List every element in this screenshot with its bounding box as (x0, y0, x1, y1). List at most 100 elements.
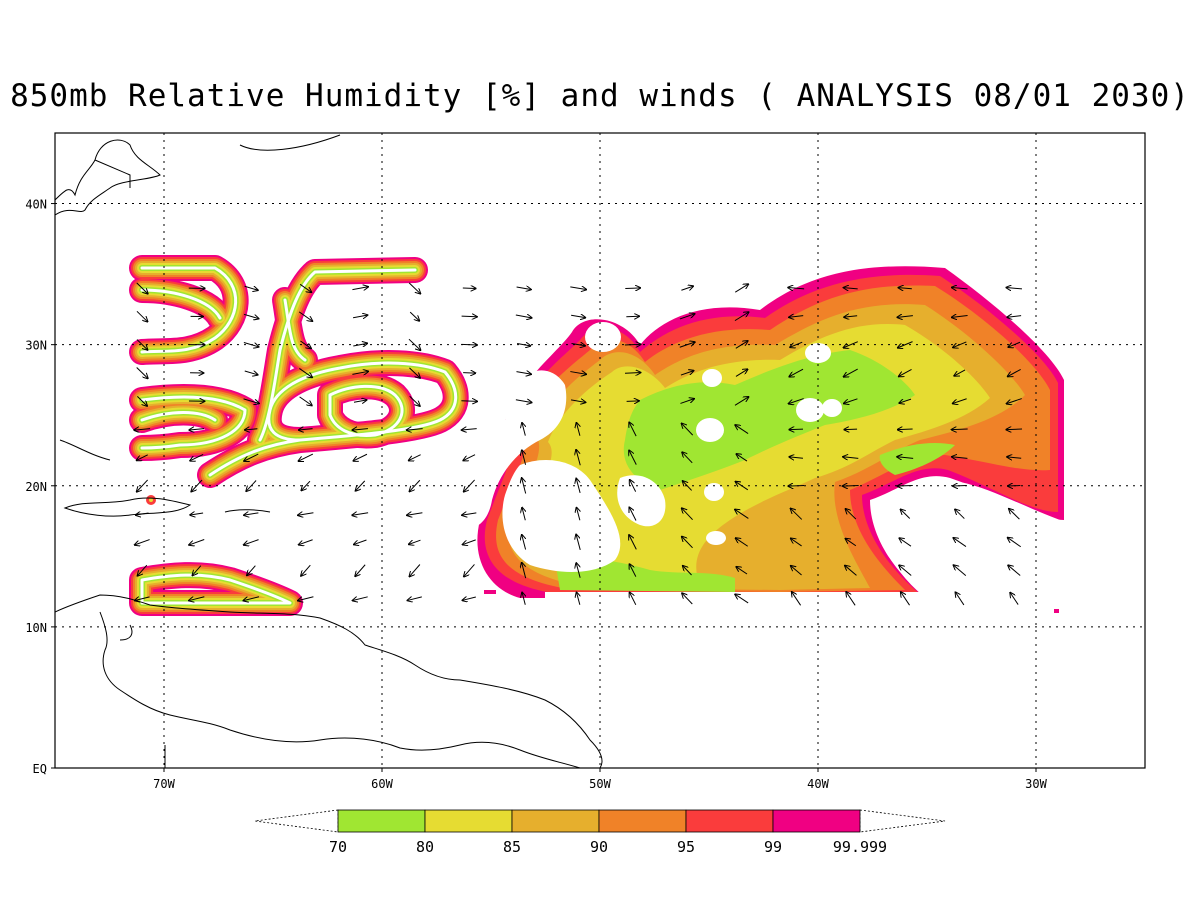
wind-arrow (898, 485, 913, 486)
wind-arrow (136, 282, 148, 294)
wind-arrow (522, 508, 525, 521)
lat-tick-label: 30N (25, 339, 47, 353)
wind-arrow (136, 310, 147, 321)
wind-arrow (789, 429, 804, 430)
wind-arrow (952, 457, 968, 459)
wind-arrow (409, 367, 419, 378)
wind-arrow (899, 399, 912, 403)
wind-arrow (409, 454, 421, 461)
wind-arrow (577, 593, 580, 605)
wind-arrow (408, 282, 420, 294)
wind-arrow (681, 286, 693, 291)
wind-arrow (1008, 368, 1021, 376)
wind-arrow (626, 316, 639, 317)
wind-arrow (135, 596, 150, 601)
wind-arrow (682, 508, 693, 521)
wind-arrow (576, 535, 581, 550)
wind-arrow (243, 596, 260, 601)
wind-arrow (629, 508, 637, 521)
wind-arrow (901, 510, 911, 519)
wind-arrow (462, 513, 477, 515)
wind-arrow (953, 486, 967, 487)
wind-arrow (1010, 593, 1019, 605)
wind-arrow (577, 508, 580, 521)
wind-arrow (844, 316, 858, 317)
latitude-labels: 40N 30N 20N 10N EQ (25, 198, 55, 776)
wind-arrow (464, 479, 475, 492)
wind-arrow (189, 429, 205, 430)
wind-arrow (736, 538, 749, 547)
wind-arrow (407, 429, 423, 431)
wind-arrow (134, 429, 151, 431)
wind-arrow (952, 429, 968, 430)
wind-arrow (576, 450, 581, 466)
wind-arrow (955, 509, 965, 519)
colorbar-label: 99.999 (833, 838, 887, 856)
wind-arrow (353, 343, 367, 346)
lon-tick-label: 70W (153, 777, 175, 791)
wind-arrow (352, 315, 367, 318)
wind-arrow (522, 593, 525, 605)
wind-arrow (1007, 316, 1022, 318)
lat-tick-label: EQ (33, 762, 47, 776)
wind-arrow (791, 509, 803, 520)
colorbar-right-extension (859, 809, 946, 833)
wind-arrow (137, 454, 148, 460)
wind-arrow (1009, 509, 1020, 520)
wind-arrow (844, 398, 858, 404)
wind-arrow (190, 453, 204, 460)
wind-arrow (137, 479, 149, 492)
wind-arrow (299, 429, 313, 430)
wind-arrow (791, 566, 802, 576)
wind-arrow (954, 369, 966, 376)
wind-arrow (522, 478, 527, 494)
wind-arrow (680, 399, 693, 404)
wind-arrow (517, 343, 530, 345)
wind-arrow (570, 400, 585, 402)
lat-tick-label: 20N (25, 480, 47, 494)
wind-arrow (789, 398, 804, 404)
wind-arrow (522, 535, 527, 550)
wind-arrow (522, 423, 525, 436)
coastlines (55, 134, 603, 768)
wind-arrow (464, 564, 475, 576)
colorbar-swatch (511, 809, 600, 833)
wind-arrow (899, 538, 912, 547)
wind-arrow (298, 311, 312, 321)
wind-arrow (735, 510, 749, 519)
wind-arrow (409, 539, 421, 544)
wind-arrow (791, 539, 802, 547)
wind-arrow (843, 457, 859, 459)
colorbar-label: 85 (503, 838, 521, 856)
wind-arrow (734, 312, 749, 322)
wind-arrow (135, 539, 150, 545)
map-title: 850mb Relative Humidity [%] and winds ( … (10, 78, 1190, 114)
wind-arrow (191, 479, 203, 491)
wind-arrow (136, 513, 149, 515)
wind-arrow (1008, 538, 1022, 548)
colorbar: 70 80 85 90 95 99 99.999 (254, 809, 946, 856)
wind-arrow (898, 341, 913, 348)
wind-arrow (735, 594, 749, 604)
wind-arrow (629, 423, 637, 437)
wind-arrow (899, 288, 912, 289)
wind-arrow (245, 429, 258, 430)
wind-arrow (788, 288, 805, 289)
wind-arrow (682, 537, 693, 549)
wind-arrow (624, 373, 640, 374)
wind-arrow (410, 479, 421, 491)
wind-arrow (247, 565, 256, 576)
wind-arrow (353, 596, 368, 601)
wind-arrow (355, 564, 366, 576)
wind-arrow (244, 453, 259, 461)
wind-arrow (300, 340, 310, 348)
colorbar-left-extension (254, 809, 339, 833)
wind-arrow (952, 316, 968, 318)
wind-arrow (571, 315, 585, 317)
wind-arrow (137, 396, 147, 405)
wind-arrow (956, 592, 965, 606)
wind-arrow (571, 344, 585, 346)
humidity-bands-west (129, 255, 469, 616)
wind-arrow (952, 288, 968, 289)
